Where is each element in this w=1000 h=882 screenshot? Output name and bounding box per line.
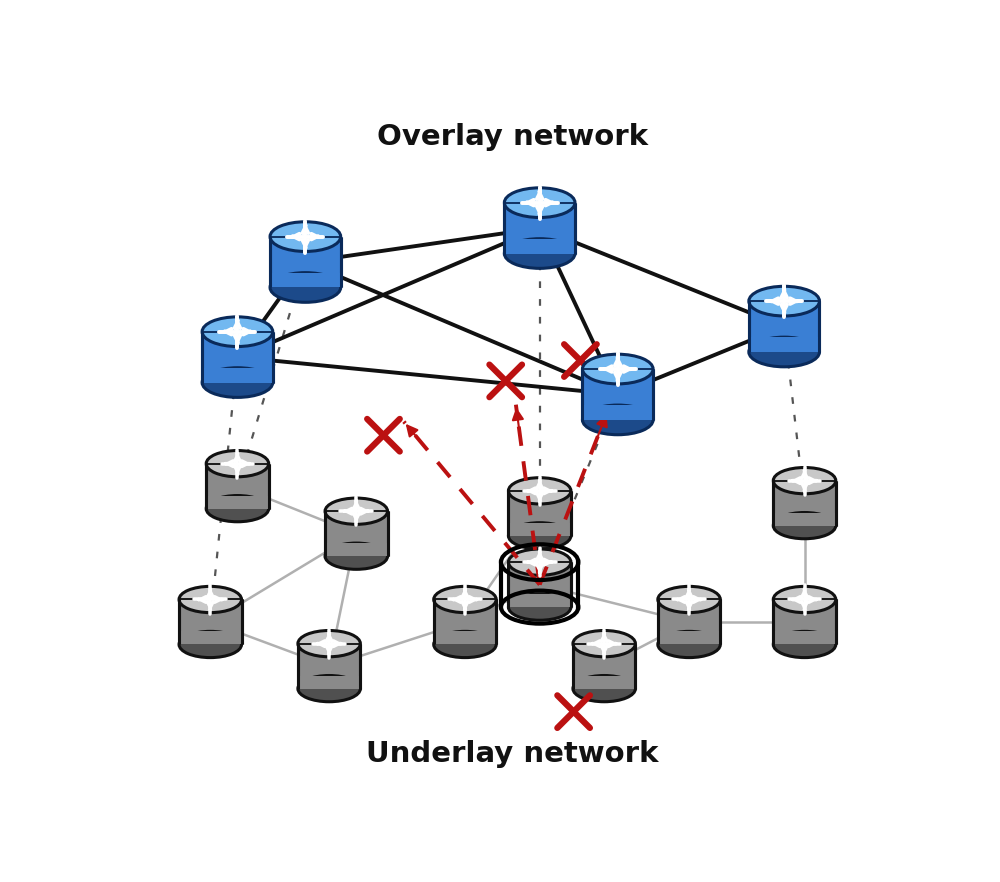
FancyBboxPatch shape xyxy=(658,600,720,645)
Ellipse shape xyxy=(434,587,496,613)
Ellipse shape xyxy=(298,676,360,702)
FancyBboxPatch shape xyxy=(572,676,636,689)
Ellipse shape xyxy=(573,631,635,657)
Ellipse shape xyxy=(179,587,242,613)
Ellipse shape xyxy=(270,273,341,303)
Ellipse shape xyxy=(202,317,273,347)
Ellipse shape xyxy=(773,587,836,613)
FancyBboxPatch shape xyxy=(748,337,820,352)
Ellipse shape xyxy=(582,405,653,435)
FancyBboxPatch shape xyxy=(270,236,341,288)
FancyBboxPatch shape xyxy=(206,464,269,509)
FancyBboxPatch shape xyxy=(773,632,836,645)
FancyBboxPatch shape xyxy=(324,543,388,557)
FancyBboxPatch shape xyxy=(504,239,576,253)
FancyBboxPatch shape xyxy=(773,600,836,645)
FancyBboxPatch shape xyxy=(325,512,388,557)
Text: Underlay network: Underlay network xyxy=(366,740,659,768)
FancyBboxPatch shape xyxy=(179,600,242,645)
Ellipse shape xyxy=(773,512,836,539)
Text: Overlay network: Overlay network xyxy=(377,123,648,151)
Ellipse shape xyxy=(749,287,819,316)
FancyBboxPatch shape xyxy=(582,369,653,420)
Ellipse shape xyxy=(508,478,571,504)
FancyBboxPatch shape xyxy=(657,632,721,645)
Ellipse shape xyxy=(582,355,653,384)
Ellipse shape xyxy=(179,632,242,658)
Ellipse shape xyxy=(206,496,269,522)
Ellipse shape xyxy=(504,239,575,268)
Ellipse shape xyxy=(504,188,575,218)
FancyBboxPatch shape xyxy=(434,600,496,645)
FancyBboxPatch shape xyxy=(504,203,575,253)
Ellipse shape xyxy=(508,549,571,575)
Ellipse shape xyxy=(508,594,571,620)
Ellipse shape xyxy=(434,632,496,658)
Ellipse shape xyxy=(773,632,836,658)
FancyBboxPatch shape xyxy=(582,405,654,420)
Ellipse shape xyxy=(270,221,341,251)
FancyBboxPatch shape xyxy=(269,273,341,288)
Ellipse shape xyxy=(325,543,388,569)
Ellipse shape xyxy=(573,676,635,702)
FancyBboxPatch shape xyxy=(508,490,571,536)
FancyBboxPatch shape xyxy=(433,632,497,645)
FancyBboxPatch shape xyxy=(297,676,361,689)
Ellipse shape xyxy=(325,498,388,524)
Ellipse shape xyxy=(658,587,720,613)
Ellipse shape xyxy=(202,368,273,398)
FancyBboxPatch shape xyxy=(206,496,269,509)
FancyBboxPatch shape xyxy=(202,332,273,383)
FancyBboxPatch shape xyxy=(201,368,273,383)
Ellipse shape xyxy=(206,451,269,477)
FancyBboxPatch shape xyxy=(573,644,635,689)
FancyBboxPatch shape xyxy=(508,562,571,607)
FancyBboxPatch shape xyxy=(749,301,819,352)
Ellipse shape xyxy=(773,467,836,494)
Ellipse shape xyxy=(508,523,571,549)
Ellipse shape xyxy=(749,337,819,367)
FancyBboxPatch shape xyxy=(508,523,572,536)
FancyBboxPatch shape xyxy=(773,512,836,526)
FancyBboxPatch shape xyxy=(178,632,242,645)
Ellipse shape xyxy=(298,631,360,657)
FancyBboxPatch shape xyxy=(508,594,572,607)
FancyBboxPatch shape xyxy=(773,481,836,526)
Ellipse shape xyxy=(658,632,720,658)
FancyBboxPatch shape xyxy=(298,644,360,689)
